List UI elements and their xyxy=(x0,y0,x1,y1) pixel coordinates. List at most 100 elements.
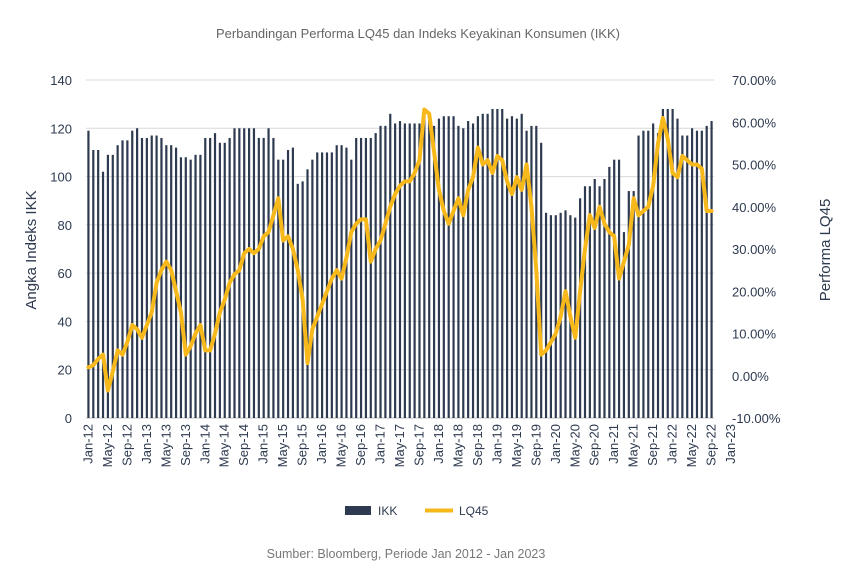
ikk-bar xyxy=(291,147,294,418)
ikk-bar xyxy=(432,125,436,419)
left-tick-label: 100 xyxy=(50,170,72,185)
ikk-bar xyxy=(398,121,402,418)
ikk-bar xyxy=(111,154,114,418)
ikk-bar xyxy=(593,178,596,418)
ikk-bar xyxy=(126,140,129,419)
ikk-bar xyxy=(389,113,392,419)
x-tick-label: May-20 xyxy=(567,424,582,467)
ikk-bar xyxy=(564,210,567,418)
left-axis-title: Angka Indeks IKK xyxy=(23,190,40,309)
ikk-bar xyxy=(296,183,299,418)
x-tick-label: Jan-18 xyxy=(431,424,446,464)
left-tick-label: 20 xyxy=(58,363,72,378)
x-tick-label: Sep-12 xyxy=(119,424,134,466)
x-tick-label: Jan-16 xyxy=(314,424,329,464)
ikk-bar xyxy=(131,130,134,418)
x-tick-label: Jan-23 xyxy=(723,424,738,464)
ikk-bar xyxy=(408,123,411,419)
ikk-bar xyxy=(705,125,708,419)
ikk-bar xyxy=(676,118,679,418)
ikk-bar xyxy=(476,116,479,419)
ikk-bar xyxy=(184,157,187,418)
x-tick-label: Jan-13 xyxy=(139,424,154,464)
left-tick-label: 120 xyxy=(50,121,72,136)
ikk-bar xyxy=(106,154,109,418)
ikk-bar xyxy=(637,135,640,418)
source-note: Sumber: Bloomberg, Periode Jan 2012 - Ja… xyxy=(267,547,546,561)
x-tick-label: May-17 xyxy=(392,424,407,467)
right-tick-label: 0.00% xyxy=(732,369,769,384)
ikk-bar xyxy=(457,125,460,419)
ikk-bar xyxy=(496,108,499,418)
ikk-bar xyxy=(316,152,319,418)
ikk-bar xyxy=(325,152,329,418)
ikk-bar xyxy=(272,137,275,418)
ikk-bar xyxy=(681,135,684,418)
ikk-bar xyxy=(617,159,621,419)
ikk-bar xyxy=(92,150,95,418)
ikk-bar xyxy=(525,130,528,418)
x-tick-label: May-13 xyxy=(158,424,173,467)
ikk-bar xyxy=(691,128,694,419)
legend: IKK LQ45 xyxy=(345,504,489,518)
x-tick-label: May-14 xyxy=(217,424,232,467)
x-tick-label: May-21 xyxy=(626,424,641,467)
ikk-bar xyxy=(165,145,168,418)
ikk-bar xyxy=(394,123,397,419)
ikk-bar xyxy=(462,128,465,419)
ikk-bar xyxy=(666,108,669,418)
x-tick-label: Sep-13 xyxy=(178,424,193,466)
ikk-bar xyxy=(428,113,431,419)
ikk-bar xyxy=(642,130,645,418)
right-tick-label: -10.00% xyxy=(732,411,781,426)
chart-title: Perbandingan Performa LQ45 dan Indeks Ke… xyxy=(216,26,620,41)
ikk-bar xyxy=(267,128,270,419)
ikk-bar xyxy=(598,186,601,418)
ikk-bar xyxy=(486,113,489,419)
ikk-bar xyxy=(218,142,221,418)
ikk-bar xyxy=(101,171,105,418)
ikk-bar xyxy=(194,154,197,418)
x-tick-label: May-16 xyxy=(334,424,349,467)
ikk-bar xyxy=(252,128,256,419)
ikk-bar xyxy=(608,166,611,418)
ikk-bar xyxy=(520,113,523,419)
right-tick-label: 70.00% xyxy=(732,73,777,88)
x-tick-label: Sep-19 xyxy=(528,424,543,466)
ikk-bar xyxy=(413,123,416,419)
ikk-bar xyxy=(286,150,290,418)
ikk-bar xyxy=(116,145,119,418)
ikk-bar xyxy=(632,191,635,418)
ikk-bar xyxy=(321,152,324,418)
x-tick-label: Sep-21 xyxy=(645,424,660,466)
legend-label-ikk: IKK xyxy=(378,504,397,518)
ikk-bar xyxy=(277,159,280,419)
x-tick-label: May-18 xyxy=(450,424,465,467)
ikk-bar xyxy=(189,159,192,419)
ikk-bar xyxy=(335,145,338,418)
ikk-bar xyxy=(540,142,543,418)
ikk-bar xyxy=(437,118,441,418)
right-tick-label: 50.00% xyxy=(732,158,777,173)
right-tick-label: 10.00% xyxy=(732,327,777,342)
x-tick-label: Jan-17 xyxy=(373,424,388,464)
ikk-bar xyxy=(622,232,626,418)
ikk-bar xyxy=(530,125,533,419)
ikk-bar xyxy=(613,159,616,419)
ikk-bar xyxy=(583,186,587,418)
x-tick-label: May-22 xyxy=(684,424,699,467)
ikk-bar xyxy=(204,137,207,418)
ikk-bar xyxy=(359,137,363,418)
ikk-bar xyxy=(121,140,124,419)
x-tick-label: May-12 xyxy=(100,424,115,467)
ikk-bar xyxy=(481,113,484,419)
ikk-bar xyxy=(403,123,406,419)
ikk-bar xyxy=(452,116,455,419)
x-tick-label: Jan-21 xyxy=(606,424,621,464)
ikk-bar xyxy=(262,137,265,418)
x-tick-label: Jan-15 xyxy=(256,424,271,464)
ikk-bar xyxy=(243,128,246,419)
ikk-bar xyxy=(247,128,251,419)
